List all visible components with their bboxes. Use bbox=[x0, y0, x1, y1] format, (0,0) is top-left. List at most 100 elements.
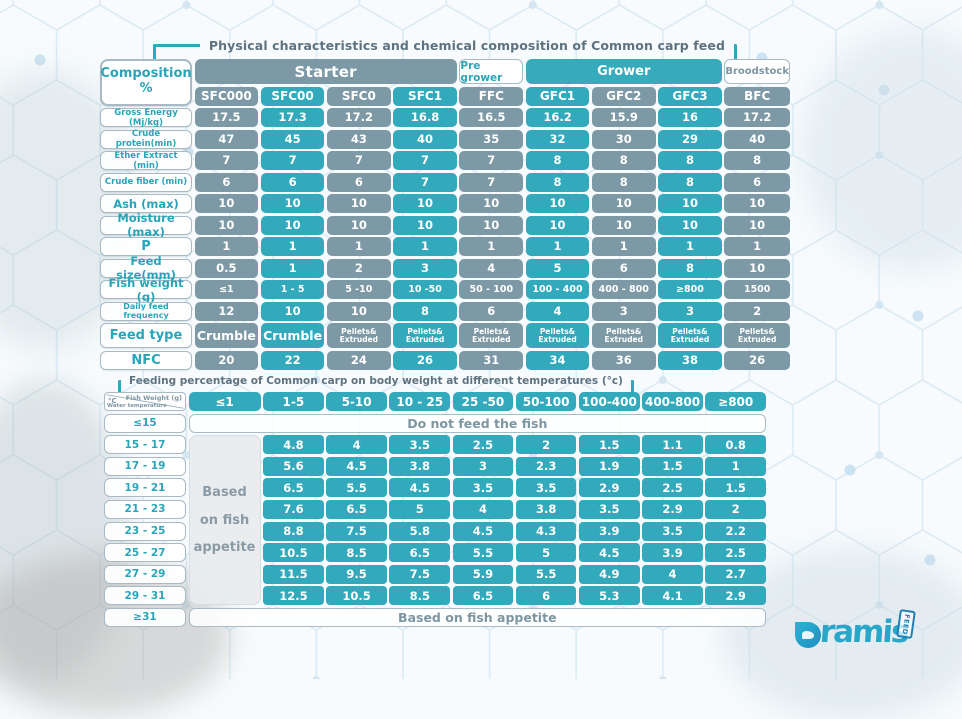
feeding-percentage-cell: 1.9 bbox=[579, 456, 640, 476]
row-label: Crude protein(min) bbox=[100, 129, 192, 149]
temp-row-label: 23 - 25 bbox=[104, 521, 186, 541]
feeding-percentage-cell: 4 bbox=[452, 499, 514, 519]
feeding-percentage-cell: 7.6 bbox=[263, 499, 324, 519]
weight-column-header: 100-400 bbox=[579, 392, 640, 411]
value-cell: 30 bbox=[591, 129, 656, 149]
corner-fish-weight-label: Fish Weight (g) bbox=[125, 394, 182, 402]
composition-table-title: Physical characteristics and chemical co… bbox=[208, 37, 725, 53]
value-cell: 1 bbox=[260, 237, 325, 256]
feeding-percentage-cell: 10.5 bbox=[263, 543, 324, 563]
feeding-table-title: Feeding percentage of Common carp on bod… bbox=[129, 375, 623, 387]
value-cell: 16 bbox=[658, 108, 722, 127]
feeding-percentage-cell: 2.2 bbox=[705, 521, 766, 541]
logo-wordmark: ramis bbox=[818, 614, 909, 650]
row-label: Moisture (max) bbox=[100, 211, 192, 239]
value-cell: 10 bbox=[724, 194, 790, 213]
value-cell: 7 bbox=[194, 151, 259, 170]
feeding-percentage-cell: 5.9 bbox=[452, 564, 514, 584]
row-label: P bbox=[100, 237, 192, 256]
feeding-percentage-cell: 4 bbox=[642, 564, 703, 584]
temp-row-label: 21 - 23 bbox=[104, 499, 186, 519]
feeding-percentage-cell: 2.3 bbox=[515, 456, 577, 476]
no-feed-cell: Do not feed the fish bbox=[188, 413, 766, 433]
row-label: Feed type bbox=[100, 323, 192, 348]
value-cell: 1 bbox=[194, 237, 259, 256]
value-cell: 1 bbox=[591, 237, 656, 256]
column-header: GFC1 bbox=[525, 86, 590, 106]
feeding-table-title-row: Feeding percentage of Common carp on bod… bbox=[118, 371, 634, 392]
feeding-percentage-cell: 2.5 bbox=[642, 478, 703, 498]
weight-column-header: 50-100 bbox=[515, 392, 577, 411]
value-cell: 1 bbox=[326, 237, 391, 256]
row-label: Ash (max) bbox=[100, 194, 192, 213]
feeding-percentage-cell: 1.5 bbox=[642, 456, 703, 476]
value-cell: 10 bbox=[194, 194, 259, 213]
feeding-percentage-cell: 3.5 bbox=[452, 478, 514, 498]
column-header: SFC00 bbox=[260, 86, 325, 106]
value-cell: 8 bbox=[525, 151, 590, 170]
feeding-percentage-cell: 12.5 bbox=[263, 586, 324, 606]
value-cell: 26 bbox=[724, 350, 790, 370]
weight-column-header: ≥800 bbox=[705, 392, 766, 411]
value-cell: 1 bbox=[525, 237, 590, 256]
feeding-percentage-cell: 4.5 bbox=[326, 456, 387, 476]
group-header: Broodstock bbox=[724, 59, 790, 84]
row-label: NFC bbox=[100, 350, 192, 370]
feeding-percentage-cell: 7.5 bbox=[326, 521, 387, 541]
column-header: BFC bbox=[724, 86, 790, 106]
feeding-percentage-cell: 4.5 bbox=[452, 521, 514, 541]
feeding-percentage-cell: 5.3 bbox=[579, 586, 640, 606]
caption-bracket-left bbox=[118, 379, 121, 392]
feeding-percentage-cell: 3.8 bbox=[515, 499, 577, 519]
value-cell: Crumble bbox=[194, 323, 259, 348]
value-cell: 10 bbox=[393, 215, 457, 235]
value-cell: 3 bbox=[393, 258, 457, 278]
feeding-percentage-cell: 6.5 bbox=[389, 543, 451, 563]
value-cell: 10 bbox=[393, 194, 457, 213]
value-cell: 10 bbox=[724, 258, 790, 278]
value-cell: 1 bbox=[260, 258, 325, 278]
value-cell: 32 bbox=[525, 129, 590, 149]
column-header: SFC000 bbox=[194, 86, 259, 106]
feeding-percentage-cell: 2.9 bbox=[642, 499, 703, 519]
feeding-percentage-cell: 9.5 bbox=[326, 564, 387, 584]
feeding-percentage-cell: 1.5 bbox=[705, 478, 766, 498]
feeding-percentage-cell: 2.9 bbox=[579, 478, 640, 498]
value-cell: Crumble bbox=[260, 323, 325, 348]
feeding-percentage-cell: 4.5 bbox=[579, 543, 640, 563]
feeding-percentage-cell: 3.5 bbox=[579, 499, 640, 519]
value-cell: 10 -50 bbox=[393, 280, 457, 299]
value-cell: 6 bbox=[260, 172, 325, 192]
composition-table: Composition % Starter Pre grower Grower Bro… bbox=[100, 59, 790, 370]
value-cell: 400 - 800 bbox=[591, 280, 656, 299]
value-cell: 4 bbox=[459, 258, 524, 278]
feeding-percentage-cell: 4 bbox=[326, 435, 387, 455]
row-label: Feed size(mm) bbox=[100, 254, 192, 282]
value-cell: 6 bbox=[194, 172, 259, 192]
feeding-percentage-cell: 2.9 bbox=[705, 586, 766, 606]
column-header: GFC3 bbox=[658, 86, 722, 106]
value-cell: 7 bbox=[260, 151, 325, 170]
value-cell: 10 bbox=[591, 215, 656, 235]
feeding-percentage-cell: 4.9 bbox=[579, 564, 640, 584]
value-cell: 10 bbox=[459, 194, 524, 213]
temp-row-label: ≥31 bbox=[104, 607, 186, 627]
group-header: Starter bbox=[194, 59, 457, 84]
value-cell: Pellets& Extruded bbox=[724, 323, 790, 348]
feeding-percentage-cell: 5.5 bbox=[452, 543, 514, 563]
feeding-percentage-cell: 4.8 bbox=[263, 435, 324, 455]
value-cell: 17.2 bbox=[724, 108, 790, 127]
feeding-percentage-cell: 11.5 bbox=[263, 564, 324, 584]
feeding-percentage-cell: 4.1 bbox=[642, 586, 703, 606]
row-label: Crude fiber (min) bbox=[100, 172, 192, 192]
temp-row-label: 17 - 19 bbox=[104, 456, 186, 476]
composition-corner-cell: Composition % bbox=[100, 59, 192, 106]
value-cell: 17.5 bbox=[194, 108, 259, 127]
value-cell: 10 bbox=[326, 194, 391, 213]
value-cell: 7 bbox=[393, 151, 457, 170]
feeding-percentage-cell: 1.1 bbox=[642, 435, 703, 455]
value-cell: 4 bbox=[525, 301, 590, 321]
value-cell: Pellets& Extruded bbox=[393, 323, 457, 348]
aramis-logo: ramis FEED bbox=[795, 608, 955, 660]
corner-diagonal-line bbox=[106, 394, 184, 409]
